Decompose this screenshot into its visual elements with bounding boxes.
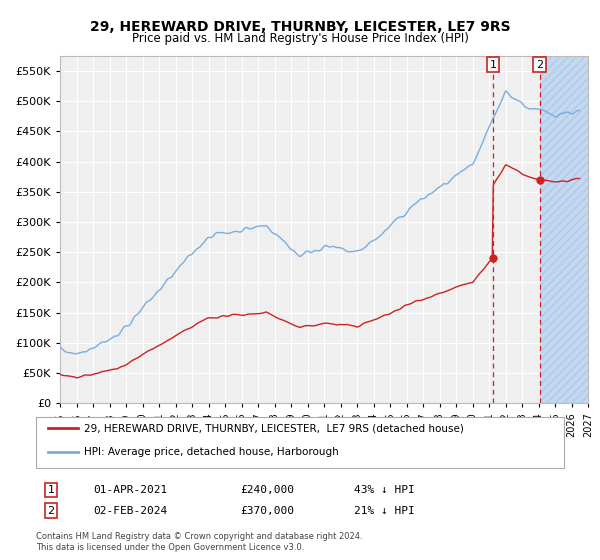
Text: 1: 1 bbox=[490, 60, 497, 69]
Text: 2: 2 bbox=[47, 506, 55, 516]
Text: 29, HEREWARD DRIVE, THURNBY, LEICESTER, LE7 9RS: 29, HEREWARD DRIVE, THURNBY, LEICESTER, … bbox=[89, 20, 511, 34]
Text: 29, HEREWARD DRIVE, THURNBY, LEICESTER,  LE7 9RS (detached house): 29, HEREWARD DRIVE, THURNBY, LEICESTER, … bbox=[84, 423, 464, 433]
Text: 01-APR-2021: 01-APR-2021 bbox=[93, 485, 167, 495]
Text: 02-FEB-2024: 02-FEB-2024 bbox=[93, 506, 167, 516]
Text: HPI: Average price, detached house, Harborough: HPI: Average price, detached house, Harb… bbox=[84, 447, 339, 458]
Text: 1: 1 bbox=[47, 485, 55, 495]
Text: Contains HM Land Registry data © Crown copyright and database right 2024.
This d: Contains HM Land Registry data © Crown c… bbox=[36, 533, 362, 552]
Text: £370,000: £370,000 bbox=[240, 506, 294, 516]
Text: 43% ↓ HPI: 43% ↓ HPI bbox=[354, 485, 415, 495]
Text: 2: 2 bbox=[536, 60, 544, 69]
Text: 21% ↓ HPI: 21% ↓ HPI bbox=[354, 506, 415, 516]
Text: Price paid vs. HM Land Registry's House Price Index (HPI): Price paid vs. HM Land Registry's House … bbox=[131, 32, 469, 45]
Bar bbox=[540, 56, 600, 403]
Text: £240,000: £240,000 bbox=[240, 485, 294, 495]
